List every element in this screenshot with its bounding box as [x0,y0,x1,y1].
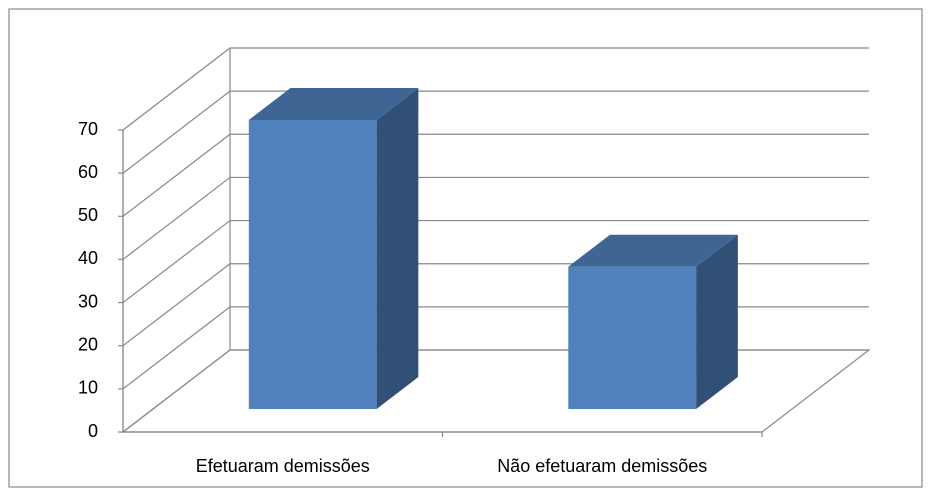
y-tick-label: 40 [78,248,98,268]
bar-top [568,234,738,267]
grid-line [122,47,869,131]
y-tick-label: 30 [78,291,98,311]
grid-line [122,133,869,217]
bar [248,119,377,410]
y-tick-label: 10 [78,378,98,398]
grid-line [122,176,869,260]
y-tick-label: 20 [78,334,98,354]
bar-side [376,88,419,410]
bar-side [696,234,738,410]
y-tick-label: 60 [78,162,98,182]
chart-border [8,8,923,488]
x-tick-label: Efetuaram demissões [196,456,370,476]
bar [568,266,697,410]
bar-top [248,88,419,120]
y-tick-label: 0 [88,421,98,441]
y-tick-label: 70 [78,119,98,139]
x-tick-label: Não efetuaram demissões [497,456,707,476]
grid-line [122,219,869,304]
y-tick-label: 50 [78,205,98,225]
grid-line [122,90,869,174]
